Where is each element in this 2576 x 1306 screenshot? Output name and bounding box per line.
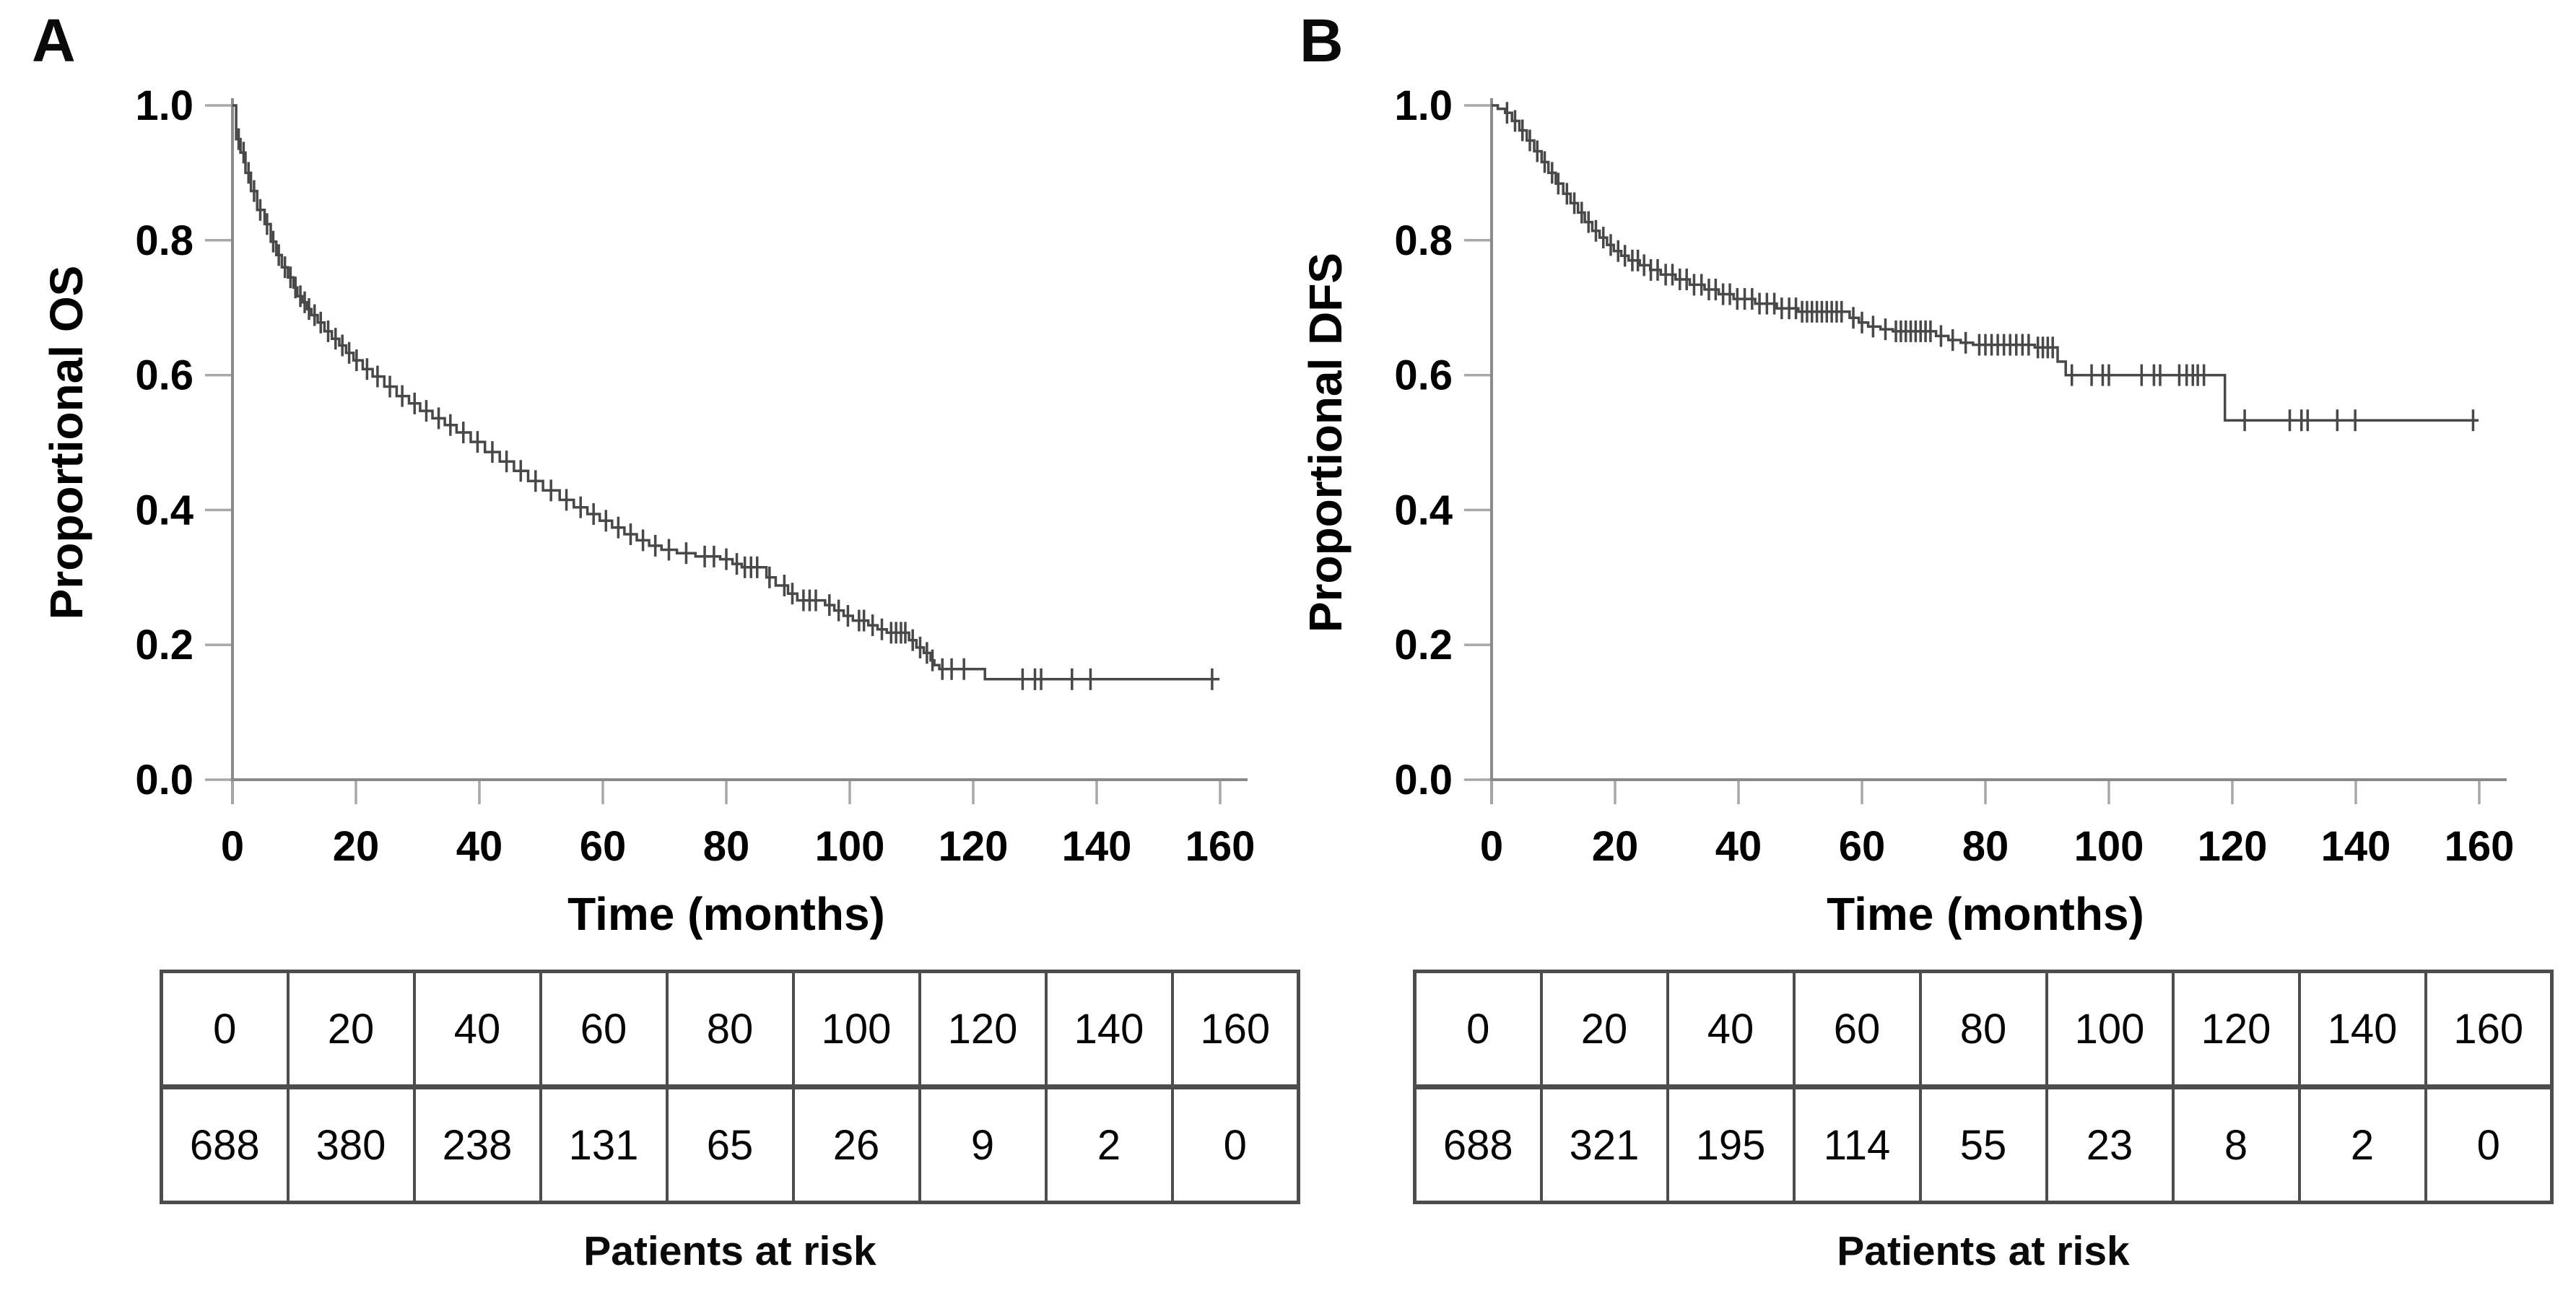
y-tick-label: 0.4 (1394, 487, 1453, 534)
y-tick-label: 0.0 (135, 757, 193, 804)
risk-count-cell: 65 (665, 1085, 795, 1204)
risk-time-cell: 120 (2171, 970, 2301, 1089)
risk-count-cell: 26 (791, 1085, 921, 1204)
risk-table-dfs: 0 20 40 60 80 100 120 140 160 688 321 195 114 55 23 8 2 0 (1413, 970, 2554, 1204)
x-tick-label: 60 (1839, 823, 1886, 870)
y-axis-title: Proportional DFS (1300, 253, 1352, 632)
risk-time-cell: 160 (2424, 970, 2554, 1089)
x-tick-label: 80 (703, 823, 750, 870)
x-tick-label: 20 (1592, 823, 1639, 870)
risk-count-cell: 238 (412, 1085, 542, 1204)
x-tick-label: 40 (1715, 823, 1762, 870)
risk-time-cell: 140 (1044, 970, 1174, 1089)
risk-count-cell: 321 (1539, 1085, 1669, 1204)
risk-count-cell: 2 (1044, 1085, 1174, 1204)
risk-count-cell: 8 (2171, 1085, 2301, 1204)
panel-a-letter: A (32, 6, 77, 74)
risk-time-cell: 160 (1170, 970, 1300, 1089)
x-tick-label: 100 (2074, 823, 2144, 870)
risk-time-cell: 100 (2045, 970, 2175, 1089)
risk-time-cell: 80 (665, 970, 795, 1089)
risk-time-cell: 60 (1792, 970, 1922, 1089)
y-tick-label: 0.2 (1394, 622, 1453, 669)
risk-count-cell: 2 (2297, 1085, 2427, 1204)
y-tick-label: 0.4 (135, 487, 193, 534)
risk-count-cell: 0 (1170, 1085, 1300, 1204)
x-tick-label: 40 (456, 823, 503, 870)
risk-time-cell: 20 (1539, 970, 1669, 1089)
risk-time-cell: 140 (2297, 970, 2427, 1089)
risk-count-cell: 195 (1666, 1085, 1796, 1204)
y-axis-title: Proportional OS (40, 266, 92, 620)
panel-b: B 0.0 0.2 0.4 0.6 0.8 1.0 0 20 40 60 80 100 120 140 16… (1288, 0, 2576, 1306)
risk-time-cell: 60 (539, 970, 669, 1089)
risk-count-cell: 0 (2424, 1085, 2554, 1204)
x-tick-label: 140 (2321, 823, 2391, 870)
y-tick-label: 1.0 (135, 82, 193, 129)
km-curve (232, 104, 1220, 681)
risk-table-os: 0 20 40 60 80 100 120 140 160 688 380 238 131 65 26 9 2 0 (160, 970, 1300, 1204)
y-tick-label: 0.2 (135, 622, 193, 669)
panel-a: A 0.0 0.2 0.4 0.6 0.8 1.0 0 20 40 60 80 100 120 140 16… (32, 6, 1300, 1274)
counts-row: 688 380 238 131 65 26 9 2 0 (160, 1085, 1300, 1204)
x-tick-label: 100 (815, 823, 885, 870)
y-tick-label: 1.0 (1394, 82, 1453, 129)
x-tick-label: 0 (1480, 823, 1503, 870)
risk-count-cell: 114 (1792, 1085, 1922, 1204)
x-tick-label: 60 (580, 823, 627, 870)
risk-time-cell: 80 (1918, 970, 2048, 1089)
risk-block-dfs: 0 20 40 60 80 100 120 140 160 688 321 195 114 55 23 8 2 0… (1413, 970, 2554, 1275)
risk-count-cell: 9 (918, 1085, 1048, 1204)
risk-time-cell: 0 (160, 970, 290, 1089)
risk-count-cell: 23 (2045, 1085, 2175, 1204)
x-tick-label: 0 (221, 823, 244, 870)
panel-b-letter: B (1300, 6, 1345, 74)
risk-time-cell: 40 (412, 970, 542, 1089)
patients-at-risk-caption-os: Patients at risk (583, 1228, 876, 1274)
y-tick-label: 0.0 (1394, 757, 1453, 804)
risk-count-cell: 131 (539, 1085, 669, 1204)
times-row: 0 20 40 60 80 100 120 140 160 (1413, 970, 2554, 1089)
x-tick-label: 20 (333, 823, 380, 870)
y-tick-label: 0.8 (135, 217, 193, 264)
risk-count-cell: 688 (1413, 1085, 1543, 1204)
x-tick-label: 160 (1185, 823, 1256, 870)
y-tick-label: 0.8 (1394, 217, 1453, 264)
km-curve (1492, 104, 2479, 422)
x-tick-label: 120 (939, 823, 1009, 870)
km-plot-dfs: 0.0 0.2 0.4 0.6 0.8 1.0 0 20 40 60 80 100 120 140 160 P… (1300, 82, 2515, 940)
risk-time-cell: 120 (918, 970, 1048, 1089)
x-axis-title: Time (months) (1827, 888, 2144, 940)
x-tick-label: 120 (2198, 823, 2268, 870)
patients-at-risk-caption-dfs: Patients at risk (1837, 1228, 2130, 1274)
risk-count-cell: 380 (286, 1085, 416, 1204)
x-tick-label: 80 (1962, 823, 2009, 870)
x-tick-label: 160 (2445, 823, 2515, 870)
risk-block-os: 0 20 40 60 80 100 120 140 160 688 380 238 131 65 26 9 2 0… (160, 970, 1300, 1275)
times-row: 0 20 40 60 80 100 120 140 160 (160, 970, 1300, 1089)
risk-time-cell: 20 (286, 970, 416, 1089)
risk-time-cell: 0 (1413, 970, 1543, 1089)
counts-row: 688 321 195 114 55 23 8 2 0 (1413, 1085, 2554, 1204)
risk-count-cell: 55 (1918, 1085, 2048, 1204)
km-plot-os: 0.0 0.2 0.4 0.6 0.8 1.0 0 20 40 60 80 100 120 140 160 P… (40, 82, 1256, 940)
x-tick-label: 140 (1062, 823, 1132, 870)
risk-time-cell: 100 (791, 970, 921, 1089)
risk-count-cell: 688 (160, 1085, 290, 1204)
y-tick-label: 0.6 (1394, 352, 1453, 399)
y-tick-label: 0.6 (135, 352, 193, 399)
risk-time-cell: 40 (1666, 970, 1796, 1089)
x-axis-title: Time (months) (567, 888, 885, 940)
